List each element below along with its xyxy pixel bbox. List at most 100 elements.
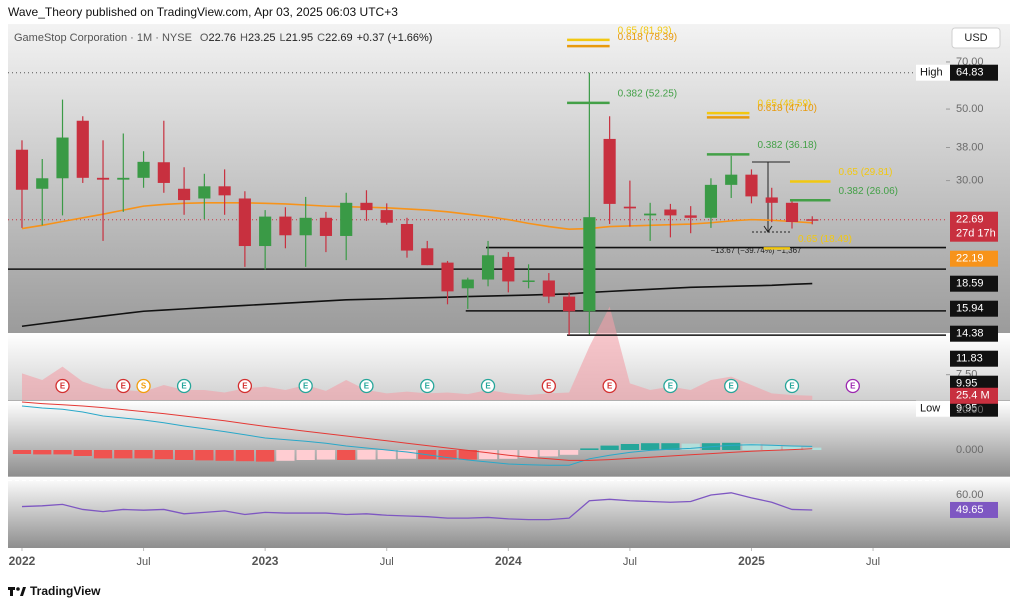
candle-body xyxy=(279,216,292,236)
x-tick-label: Jul xyxy=(623,556,637,568)
candle-body xyxy=(441,262,454,292)
x-tick-label: Jul xyxy=(137,556,151,568)
price-label-box xyxy=(950,211,998,242)
macd-histogram xyxy=(235,450,254,462)
price-label-box xyxy=(950,375,998,392)
price-tag-box xyxy=(916,64,950,81)
volume-area xyxy=(21,306,813,400)
volume-label: 25.4 M xyxy=(956,390,990,402)
macd-histogram xyxy=(782,446,802,450)
brand: TradingView xyxy=(30,584,101,598)
ohlc-value: 22.69 xyxy=(325,32,353,44)
event-marker xyxy=(845,378,860,394)
candle-body xyxy=(522,280,535,282)
ohlc-key: L xyxy=(279,32,285,44)
candle-body xyxy=(76,120,89,178)
event-label: E xyxy=(546,382,552,391)
macd-histogram xyxy=(53,450,72,455)
candle-body xyxy=(664,209,677,216)
symbol-legend: GameStop Corporation · 1M · NYSE O22.76 H2… xyxy=(14,32,432,44)
macd-macd-line xyxy=(21,405,813,466)
event-marker xyxy=(541,378,556,394)
fib-label: 0.618 (78.39) xyxy=(618,32,678,43)
candle-body xyxy=(583,217,596,312)
macd-histogram xyxy=(499,450,518,459)
currency-box[interactable] xyxy=(951,27,1001,49)
candle-body xyxy=(806,219,819,221)
candle-body xyxy=(461,279,474,289)
macd-histogram xyxy=(93,450,113,459)
event-label: E xyxy=(60,382,66,391)
macd-histogram xyxy=(681,443,700,450)
fib-label: 0.382 (26.06) xyxy=(838,186,898,197)
macd-histogram xyxy=(539,450,558,457)
candle-body xyxy=(502,256,515,282)
candle-body xyxy=(542,280,555,297)
price-label-note: 27d 17h xyxy=(956,228,996,240)
ohlc-value: 22.76 xyxy=(208,32,236,44)
macd-histogram xyxy=(256,450,275,462)
event-label: S xyxy=(141,382,147,391)
time-axis xyxy=(8,548,1010,575)
x-tick-label: 2025 xyxy=(738,554,765,568)
macd-histogram xyxy=(296,450,315,460)
event-marker xyxy=(784,378,800,394)
x-tick-label: 2023 xyxy=(252,554,279,568)
macd-histogram xyxy=(641,443,660,450)
macd-histogram xyxy=(337,450,356,460)
moving-average xyxy=(21,202,813,231)
candle-body xyxy=(178,188,191,201)
y-tick-label: 70.00 xyxy=(956,56,984,68)
event-label: E xyxy=(425,382,431,391)
event-marker xyxy=(724,378,739,394)
event-label: E xyxy=(729,382,735,391)
legend: GameStop Corporation · 1M · NYSE O22.76 H2… xyxy=(14,32,432,44)
macd-histogram xyxy=(438,450,457,460)
brand-logo xyxy=(8,587,26,596)
macd-tick-label: 10.00 xyxy=(956,404,984,416)
candle-body xyxy=(481,255,495,280)
candle-body xyxy=(56,137,69,179)
price-label-box xyxy=(950,325,998,342)
currency: USD xyxy=(964,32,987,44)
macd-histogram xyxy=(620,444,640,450)
macd-histogram xyxy=(600,445,619,450)
symbol: GameStop Corporation · 1M · NYSE xyxy=(14,32,192,44)
ohlc-key: H xyxy=(240,32,248,44)
event-label: E xyxy=(181,382,187,391)
macd-histogram xyxy=(742,443,761,450)
candle-body xyxy=(380,210,393,223)
price-tag-box xyxy=(916,400,950,417)
macd-histogram xyxy=(762,444,781,450)
event-marker xyxy=(116,378,131,394)
event-label: E xyxy=(485,382,491,391)
candle-body xyxy=(198,186,211,199)
event-label: E xyxy=(607,382,613,391)
ohlc-value: 21.95 xyxy=(286,32,314,44)
price-label: 9.95 xyxy=(956,403,977,415)
candle-body xyxy=(96,177,110,180)
macd-histogram xyxy=(722,442,741,450)
fib-label: 0.65 (48.59) xyxy=(757,99,811,110)
ohlc-value: 23.25 xyxy=(248,32,276,44)
candle-body xyxy=(15,149,29,190)
fib-label: 0.382 (36.18) xyxy=(757,140,817,151)
fib-label: 0.65 (81.93) xyxy=(618,26,672,37)
candle-body xyxy=(421,248,434,266)
macd-histogram xyxy=(559,450,579,455)
price-tag: Low xyxy=(920,403,940,415)
macd-pane xyxy=(8,401,1010,476)
event-label: E xyxy=(121,382,127,391)
macd-histogram xyxy=(397,450,417,459)
macd-histogram xyxy=(114,450,133,459)
y-tick-label: 38.00 xyxy=(956,141,984,153)
candle-body xyxy=(603,138,616,204)
candle-body xyxy=(218,186,231,196)
macd-histogram xyxy=(195,450,214,461)
candle-body xyxy=(319,217,333,236)
price-label: 9.95 xyxy=(956,378,977,390)
event-label: E xyxy=(668,382,674,391)
x-tick-label: Jul xyxy=(866,556,880,568)
macd-tick-label: 0.000 xyxy=(956,444,984,456)
